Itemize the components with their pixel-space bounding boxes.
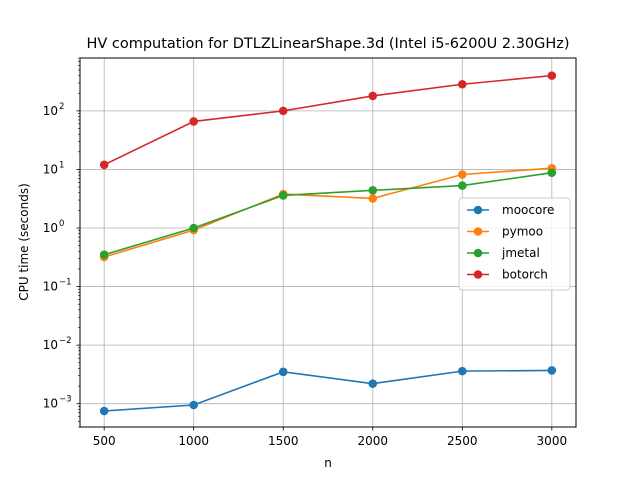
data-point [368,379,378,388]
data-point [278,367,288,377]
data-point [99,250,109,260]
y-tick-label-exponent: −3 [59,395,72,405]
data-point [457,79,467,89]
series-jmetal [99,168,557,260]
y-tick-label: 10 [43,221,58,235]
data-point [457,366,467,376]
series-line [103,171,552,256]
legend-marker [473,205,483,215]
legend-marker [473,270,483,279]
legend-box [458,197,571,291]
y-tick-label: 10 [43,104,58,118]
data-point [189,400,199,410]
y-tick-label-exponent: 1 [59,160,64,170]
data-point [189,223,199,233]
series-botorch [99,71,557,170]
data-point [368,91,378,101]
y-tick-label-exponent: 2 [59,102,64,112]
data-point [368,194,378,203]
x-tick-label: 1000 [178,434,209,448]
data-point [99,406,109,416]
x-tick-label: 500 [93,434,116,448]
plot-frame [79,57,577,428]
series-line [103,167,552,258]
legend-item-moocore: moocore [467,203,554,217]
data-point [457,181,467,190]
data-point [278,191,288,200]
y-tick-label-exponent: −2 [59,336,72,346]
series-line [104,369,552,412]
data-point [547,71,557,80]
legend-marker [473,248,483,258]
legend-item-pymoo: pymoo [467,225,543,239]
legend: moocore pymoo jmetal botorch [458,197,571,291]
series-moocore [99,366,557,416]
x-tick-label: 1500 [268,434,299,448]
x-tick-label: 2000 [357,434,388,448]
legend-label: pymoo [502,225,543,239]
chart-title: HV computation for DTLZLinearShape.3d (I… [86,36,569,52]
y-axis-label: CPU time (seconds) [17,183,31,301]
legend-marker [473,227,483,236]
x-axis-label: n [324,456,332,470]
data-point [547,366,557,375]
data-point [368,186,378,195]
data-point [99,160,109,170]
series-line [103,74,552,166]
x-tick-label: 3000 [537,434,568,448]
y-tick-label: 10 [43,280,58,294]
x-tick-label: 2500 [447,434,478,448]
legend-label: jmetal [501,246,540,260]
series-layer [99,71,557,416]
data-point [278,106,288,116]
legend-item-botorch: botorch [467,268,548,282]
legend-item-jmetal: jmetal [467,246,540,260]
y-tick-label: 10 [43,162,58,176]
y-tick-label-exponent: −1 [59,278,72,288]
legend-label: moocore [502,203,554,217]
y-tick-label-exponent: 0 [59,219,64,229]
data-point [189,117,199,126]
data-point [457,170,467,179]
y-tick-label: 10 [43,338,58,352]
data-point [547,168,557,177]
y-tick-label: 10 [43,397,58,411]
legend-label: botorch [502,268,548,282]
